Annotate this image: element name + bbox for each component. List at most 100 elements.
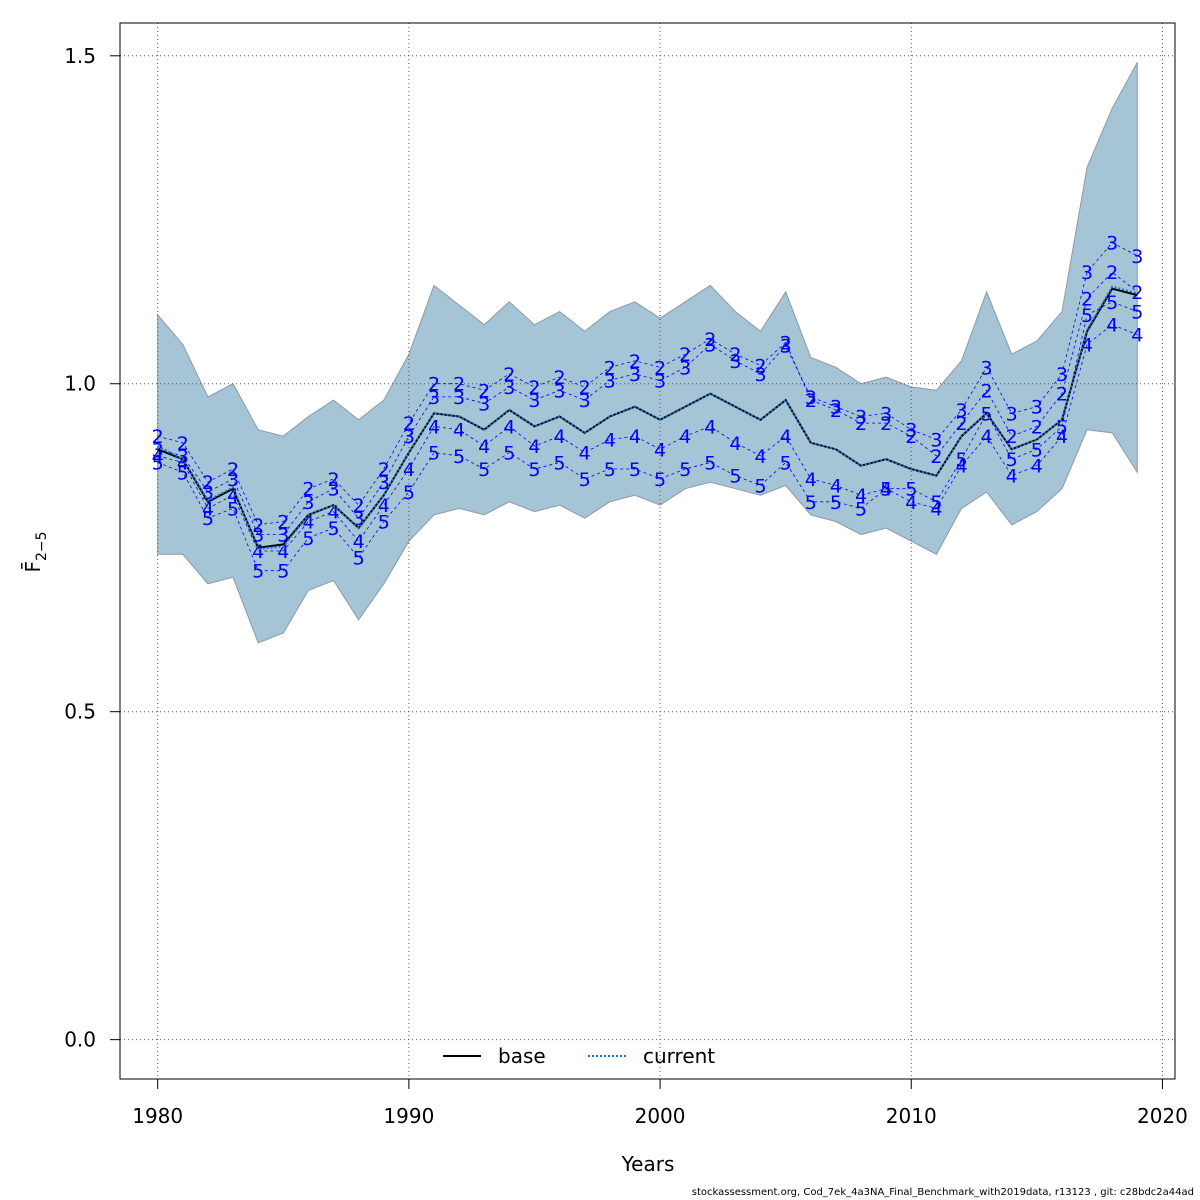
legend-base-label: base — [498, 1044, 546, 1068]
age-point-label: 2 — [403, 413, 415, 435]
age-point-label: 4 — [905, 492, 917, 514]
age-point-label: 4 — [1031, 456, 1043, 478]
age-point-label: 3 — [1131, 246, 1143, 268]
age-point-label: 4 — [353, 531, 365, 553]
age-point-label: 3 — [629, 364, 641, 386]
age-point-label: 5 — [252, 561, 264, 583]
age-curve-line-3 — [157, 242, 1138, 535]
age-point-label: 2 — [428, 374, 440, 396]
age-point-label: 4 — [830, 475, 842, 497]
age-point-label: 5 — [1081, 305, 1093, 327]
age-point-label: 5 — [579, 469, 591, 491]
age-point-label: 3 — [378, 472, 390, 494]
age-point-label: 5 — [780, 452, 792, 474]
age-point-label: 2 — [1081, 288, 1093, 310]
y-tick-label: 1.5 — [64, 44, 96, 68]
age-point-label: 4 — [855, 485, 867, 507]
age-point-label: 4 — [554, 426, 566, 448]
x-tick-label: 1990 — [383, 1104, 434, 1128]
y-axis-title-main: F̄ — [20, 561, 45, 573]
age-point-label: 5 — [855, 498, 867, 520]
series-lines-layer — [157, 285, 1138, 551]
age-point-label: 3 — [780, 336, 792, 358]
age-point-label: 2 — [604, 357, 616, 379]
age-point-label: 3 — [528, 390, 540, 412]
age-point-label: 2 — [353, 495, 365, 517]
age-point-label: 2 — [855, 413, 867, 435]
age-point-label: 3 — [704, 334, 716, 356]
age-point-label: 4 — [704, 416, 716, 438]
age-point-label: 3 — [1031, 397, 1043, 419]
y-tick-label: 0.0 — [64, 1028, 96, 1052]
age-point-label: 4 — [754, 446, 766, 468]
x-axis-title: Years — [621, 1152, 675, 1176]
age-point-label: 3 — [1106, 233, 1118, 255]
age-point-label: 3 — [1006, 403, 1018, 425]
age-point-label: 2 — [378, 459, 390, 481]
age-point-label: 3 — [1056, 364, 1068, 386]
age-point-label: 5 — [152, 452, 164, 474]
age-point-label: 3 — [855, 407, 867, 429]
age-point-label: 3 — [453, 387, 465, 409]
age-point-label: 4 — [604, 429, 616, 451]
age-point-label: 4 — [981, 426, 993, 448]
age-point-label: 3 — [654, 370, 666, 392]
age-point-label: 3 — [302, 492, 314, 514]
age-point-label: 5 — [629, 459, 641, 481]
age-point-label: 4 — [780, 426, 792, 448]
age-point-label: 4 — [503, 416, 515, 438]
age-point-label: 2 — [654, 357, 666, 379]
age-point-label: 2 — [905, 426, 917, 448]
age-point-label: 3 — [905, 420, 917, 442]
y-axis-title: F̄2−5 — [20, 531, 50, 572]
age-point-label: 4 — [729, 433, 741, 455]
age-point-label: 5 — [453, 446, 465, 468]
y-axis-title-sub: 2−5 — [34, 531, 50, 561]
axes-layer: 1980 1990 2000 2010 2020 0.0 0.5 1.0 1.5 — [64, 22, 1188, 1128]
age-point-label: 5 — [754, 475, 766, 497]
age-point-label: 5 — [880, 479, 892, 501]
age-point-label: 3 — [955, 400, 967, 422]
age-point-label: 4 — [880, 479, 892, 501]
footer-note: stockassessment.org, Cod_7ek_4a3NA_Final… — [691, 1187, 1194, 1198]
age-point-label: 3 — [729, 351, 741, 373]
age-point-label: 3 — [478, 393, 490, 415]
age-point-label: 4 — [579, 443, 591, 465]
age-point-label: 4 — [1106, 315, 1118, 337]
y-tick-label: 1.0 — [64, 372, 96, 396]
age-point-label: 3 — [503, 377, 515, 399]
age-point-label: 4 — [528, 436, 540, 458]
confidence-band-layer — [157, 62, 1138, 644]
age-point-label: 5 — [930, 492, 942, 514]
age-point-label: 2 — [302, 479, 314, 501]
x-tick-label: 1980 — [132, 1104, 183, 1128]
age-point-label: 5 — [1031, 439, 1043, 461]
age-point-label: 3 — [604, 370, 616, 392]
age-point-label: 5 — [403, 482, 415, 504]
age-point-label: 5 — [679, 459, 691, 481]
age-point-label: 2 — [327, 469, 339, 491]
x-tick-label: 2020 — [1137, 1104, 1188, 1128]
age-point-label: 4 — [654, 439, 666, 461]
age-curve-line-4 — [157, 324, 1138, 552]
x-tick-label: 2000 — [635, 1104, 686, 1128]
age-point-label: 5 — [654, 469, 666, 491]
age-point-label: 3 — [805, 387, 817, 409]
age-point-label: 2 — [704, 329, 716, 351]
svg-text:F̄2−5: F̄2−5 — [20, 531, 50, 572]
age-point-label: 5 — [528, 459, 540, 481]
age-point-label: 4 — [1056, 426, 1068, 448]
age-point-label: 2 — [1131, 282, 1143, 304]
age-point-label: 3 — [930, 429, 942, 451]
age-point-label: 2 — [830, 400, 842, 422]
age-point-label: 2 — [805, 390, 817, 412]
age-point-label: 3 — [830, 397, 842, 419]
age-point-label: 4 — [478, 436, 490, 458]
age-point-label: 4 — [1131, 325, 1143, 347]
x-tick-label: 2010 — [886, 1104, 937, 1128]
age-point-label: 5 — [327, 518, 339, 540]
age-point-label: 4 — [679, 426, 691, 448]
